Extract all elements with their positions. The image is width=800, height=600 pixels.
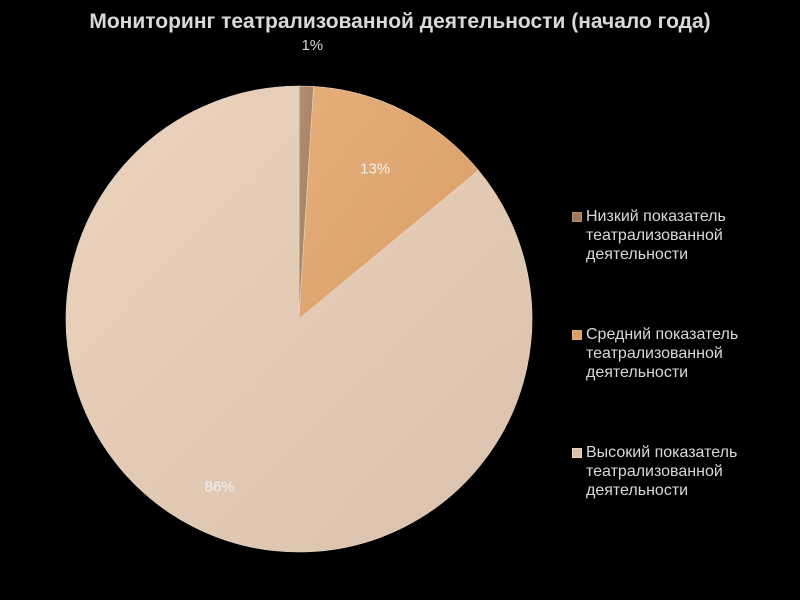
legend: Низкий показатель театрализованной деяте… (572, 207, 792, 561)
data-label-high: 86% (205, 479, 235, 496)
chart-title: Мониторинг театрализованной деятельности… (89, 10, 711, 33)
legend-swatch-low (572, 212, 582, 222)
pie-slices (65, 85, 533, 553)
pie-slice-medium (298, 86, 479, 320)
legend-swatch-high (572, 448, 582, 458)
data-label-medium: 13% (360, 160, 390, 177)
data-label-low: 1% (301, 37, 323, 54)
legend-label-line: театрализованной (586, 463, 723, 480)
legend-label-line: Средний показатель (586, 326, 739, 343)
legend-label-line: деятельности (586, 364, 689, 381)
legend-item-low: Низкий показатель театрализованной деяте… (572, 207, 792, 325)
legend-swatch-medium (572, 330, 582, 340)
legend-label-line: театрализованной (586, 345, 723, 362)
legend-label-line: театрализованной (586, 227, 723, 244)
legend-label-line: Низкий показатель (586, 208, 726, 225)
legend-label-line: деятельности (586, 482, 689, 499)
legend-label-line: деятельности (586, 246, 689, 263)
legend-item-medium: Средний показатель театрализованной деят… (572, 325, 792, 443)
pie-data-labels: 1% 13% 86% (205, 37, 391, 496)
legend-item-high: Высокий показатель театрализованной деят… (572, 443, 792, 561)
legend-label-line: Высокий показатель (586, 444, 738, 461)
pie-slice-high (65, 85, 533, 553)
